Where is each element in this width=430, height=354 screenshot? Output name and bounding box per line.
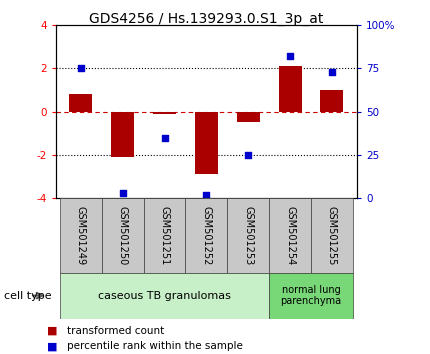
Text: ■: ■ bbox=[47, 341, 58, 351]
Point bbox=[77, 65, 84, 71]
Bar bbox=[185, 198, 227, 273]
Bar bbox=[195, 112, 218, 175]
Bar bbox=[153, 112, 176, 114]
Text: GSM501253: GSM501253 bbox=[243, 206, 253, 265]
Bar bbox=[279, 66, 301, 112]
Bar bbox=[111, 112, 134, 157]
Bar bbox=[320, 90, 343, 112]
Point bbox=[161, 135, 168, 140]
Bar bbox=[311, 198, 353, 273]
Text: GSM501255: GSM501255 bbox=[327, 206, 337, 265]
Text: GSM501254: GSM501254 bbox=[285, 206, 295, 265]
Text: transformed count: transformed count bbox=[67, 326, 164, 336]
Bar bbox=[60, 198, 102, 273]
Point bbox=[245, 152, 252, 158]
Bar bbox=[144, 198, 185, 273]
Point bbox=[120, 190, 126, 196]
Text: GSM501251: GSM501251 bbox=[160, 206, 169, 265]
Text: cell type: cell type bbox=[4, 291, 52, 301]
Point bbox=[203, 192, 210, 198]
Text: caseous TB granulomas: caseous TB granulomas bbox=[98, 291, 231, 301]
Bar bbox=[227, 198, 269, 273]
Bar bbox=[60, 273, 269, 319]
Text: ■: ■ bbox=[47, 326, 58, 336]
Text: normal lung
parenchyma: normal lung parenchyma bbox=[280, 285, 341, 307]
Bar bbox=[269, 198, 311, 273]
Text: GSM501250: GSM501250 bbox=[118, 206, 128, 265]
Point bbox=[286, 53, 293, 59]
Bar bbox=[237, 112, 260, 122]
Text: percentile rank within the sample: percentile rank within the sample bbox=[67, 341, 243, 351]
Bar bbox=[102, 198, 144, 273]
Text: GSM501252: GSM501252 bbox=[201, 206, 212, 265]
Bar bbox=[70, 94, 92, 112]
Text: GDS4256 / Hs.139293.0.S1_3p_at: GDS4256 / Hs.139293.0.S1_3p_at bbox=[89, 12, 324, 27]
Bar bbox=[269, 273, 353, 319]
Text: GSM501249: GSM501249 bbox=[76, 206, 86, 265]
Point bbox=[329, 69, 335, 74]
